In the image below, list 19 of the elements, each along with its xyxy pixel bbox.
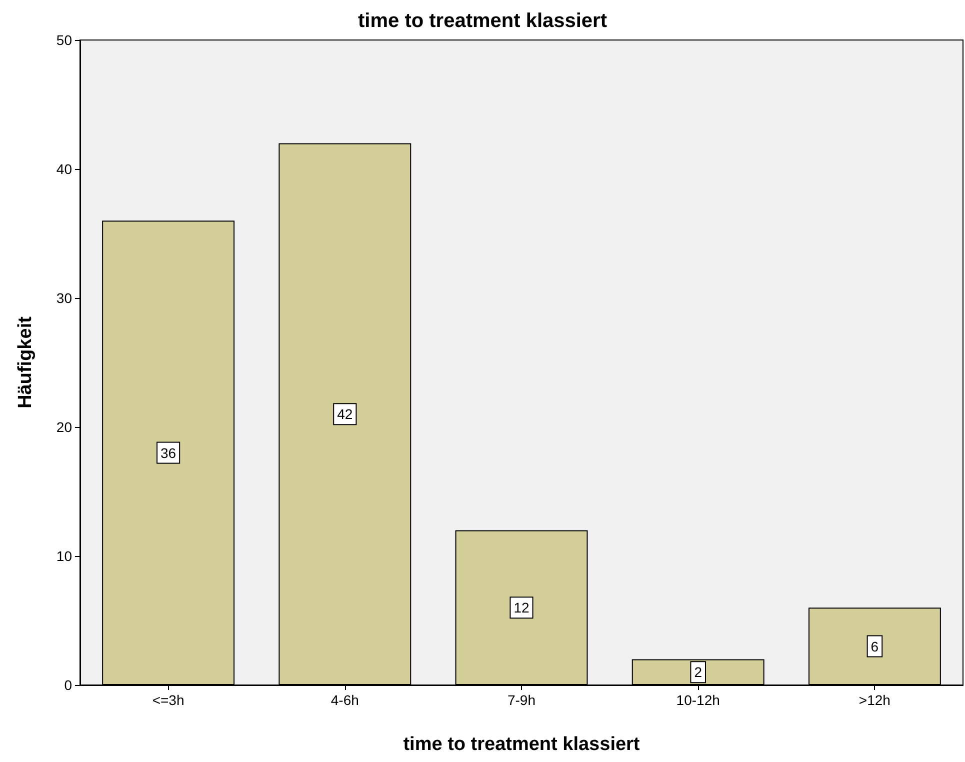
data-label: 12 <box>514 600 530 616</box>
y-tick-label: 0 <box>64 677 72 693</box>
y-tick-label: 30 <box>56 290 72 306</box>
y-axis-title: Häufigkeit <box>15 316 36 408</box>
data-label: 2 <box>694 664 702 680</box>
y-tick-label: 40 <box>56 161 72 177</box>
x-tick-label: <=3h <box>152 692 184 708</box>
data-label: 36 <box>160 444 176 461</box>
y-tick-label: 20 <box>56 419 72 435</box>
x-axis-title: time to treatment klassiert <box>403 734 640 755</box>
x-tick-label: 10-12h <box>676 692 720 708</box>
x-tick-label: 4-6h <box>330 692 359 708</box>
x-tick-label: >12h <box>858 692 890 708</box>
y-tick-label: 50 <box>56 32 72 48</box>
data-label: 6 <box>870 638 879 654</box>
x-tick-label: 7-9h <box>507 692 536 708</box>
data-label: 42 <box>337 406 353 422</box>
chart-title: time to treatment klassiert <box>358 10 608 32</box>
y-tick-label: 10 <box>56 548 72 564</box>
